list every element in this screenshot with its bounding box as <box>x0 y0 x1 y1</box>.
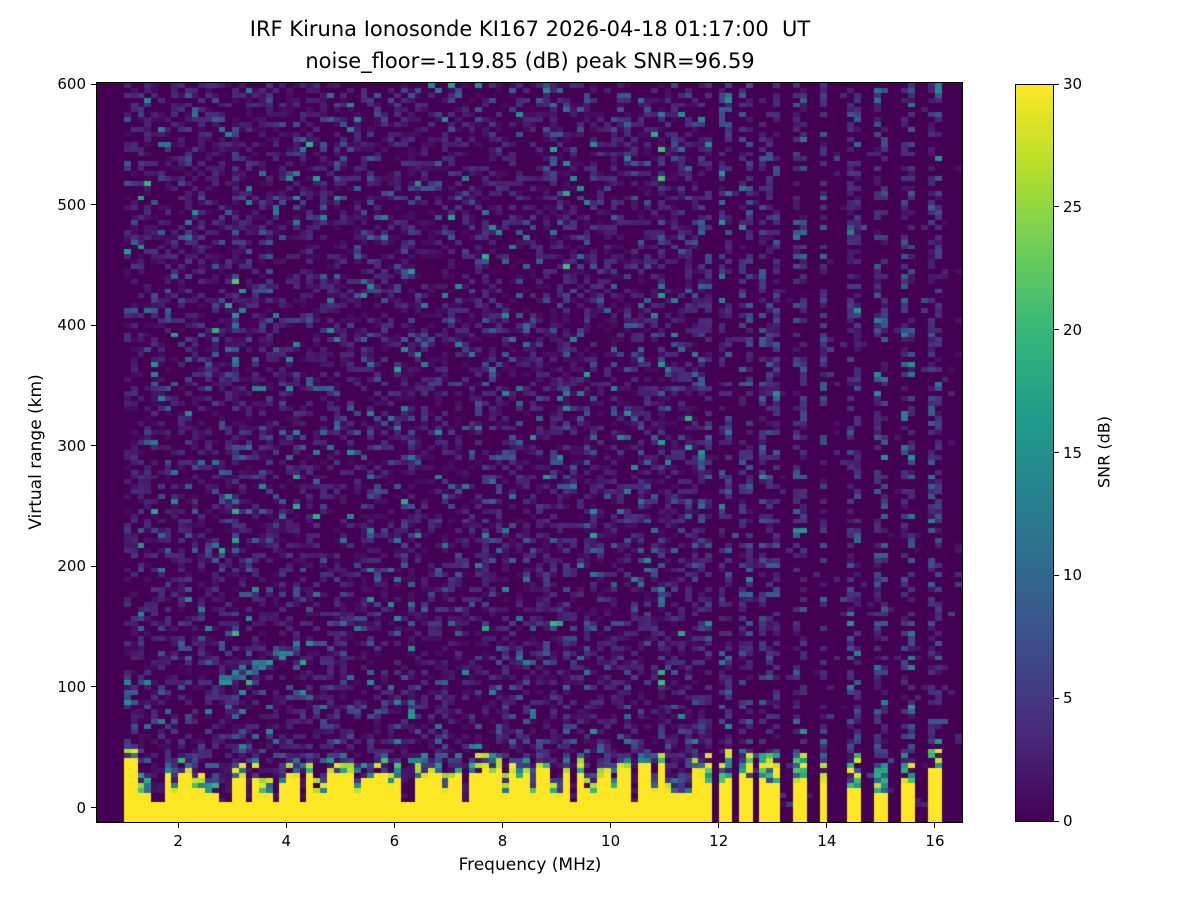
x-tick-label: 4 <box>281 832 291 850</box>
x-tick-mark <box>826 823 828 828</box>
y-tick-label: 100 <box>57 677 86 696</box>
colorbar-tick-mark <box>1054 206 1059 208</box>
y-tick-mark <box>91 83 96 85</box>
y-tick-label: 200 <box>57 557 86 576</box>
x-tick-label: 2 <box>173 832 183 850</box>
y-tick-mark <box>91 807 96 809</box>
colorbar-tick-label: 20 <box>1063 320 1083 339</box>
y-tick-mark <box>91 565 96 567</box>
colorbar-tick-label: 0 <box>1063 812 1073 830</box>
colorbar-tick-mark <box>1054 329 1059 331</box>
y-tick-label: 300 <box>57 436 86 455</box>
y-tick-label: 0 <box>76 798 86 817</box>
colorbar-tick-label: 10 <box>1063 566 1083 585</box>
chart-subtitle: noise_floor=-119.85 (dB) peak SNR=96.59 <box>305 49 755 73</box>
y-tick-label: 500 <box>57 195 86 214</box>
x-axis-label: Frequency (MHz) <box>458 855 602 875</box>
x-tick-label: 6 <box>389 832 400 850</box>
x-tick-mark <box>285 823 287 828</box>
colorbar-gradient <box>1016 85 1053 821</box>
colorbar-label: SNR (dB) <box>1094 416 1114 488</box>
x-tick-mark <box>501 823 503 828</box>
y-tick-mark <box>91 686 96 688</box>
colorbar-tick-label: 25 <box>1063 197 1083 216</box>
colorbar-tick-label: 30 <box>1063 75 1083 93</box>
x-tick-mark <box>393 823 395 828</box>
x-tick-mark <box>177 823 179 828</box>
plot-frame <box>96 82 963 823</box>
x-tick-mark <box>718 823 720 828</box>
x-tick-mark <box>610 823 612 828</box>
y-tick-label: 600 <box>57 75 86 94</box>
x-tick-label: 16 <box>925 832 945 850</box>
x-tick-mark <box>934 823 936 828</box>
colorbar-tick-mark <box>1054 452 1059 453</box>
chart-title: IRF Kiruna Ionosonde KI167 2026-04-18 01… <box>249 17 811 41</box>
y-tick-label: 400 <box>57 316 86 335</box>
colorbar-tick-mark <box>1054 820 1059 822</box>
colorbar-tick-mark <box>1054 83 1059 85</box>
x-tick-label: 12 <box>709 832 729 850</box>
ionogram-heatmap-canvas <box>97 83 962 822</box>
y-tick-mark <box>91 324 96 326</box>
y-tick-mark <box>91 204 96 206</box>
colorbar-frame <box>1015 84 1054 822</box>
colorbar-tick-mark <box>1054 574 1059 576</box>
x-tick-label: 14 <box>817 832 837 850</box>
y-tick-mark <box>91 445 96 447</box>
colorbar-tick-label: 5 <box>1063 689 1073 708</box>
colorbar-tick-label: 15 <box>1063 443 1083 462</box>
colorbar-tick-mark <box>1054 697 1059 699</box>
x-tick-label: 8 <box>497 832 508 850</box>
x-tick-label: 10 <box>601 832 621 850</box>
